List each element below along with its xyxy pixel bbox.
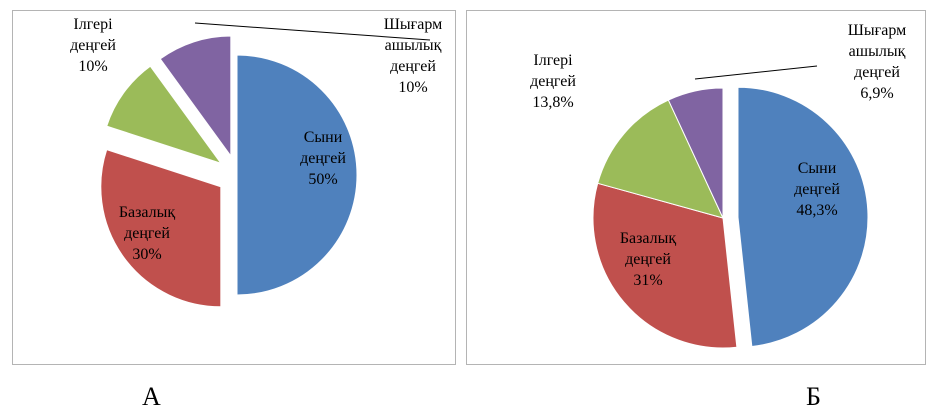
chart-b-slice-critical	[737, 86, 869, 348]
chart-a-label-basic: Базалық деңгей 30%	[119, 204, 176, 263]
chart-b-label-critical: Сыни деңгей 48,3%	[794, 160, 840, 219]
chart-b-slice-advanced	[597, 99, 724, 219]
chart-a-label-advanced: Ілгері деңгей 10%	[70, 16, 116, 75]
chart-a-label-creative: Шығарм ашылық деңгей 10%	[384, 16, 442, 96]
chart-b-slice-creative	[667, 87, 724, 219]
chart-a-slice-advanced	[106, 65, 223, 165]
chart-b-leader-line	[694, 65, 818, 80]
pie-chart-a: Сыни деңгей 50% Базалық деңгей 30% Ілгері деңге…	[70, 16, 442, 308]
chart-a-leader-line	[194, 22, 431, 41]
pie-chart-b-frame: Сыни деңгей 48,3% Базалық деңгей 31% Ілгері дең…	[466, 10, 926, 365]
pie-chart-a-frame: Сыни деңгей 50% Базалық деңгей 30% Ілгері деңге…	[12, 10, 456, 365]
chart-a-slice-basic	[100, 149, 222, 308]
chart-a-slice-critical	[236, 54, 358, 296]
chart-b-slice-basic	[592, 182, 738, 349]
pie-chart-b: Сыни деңгей 48,3% Базалық деңгей 31% Ілгері дең…	[530, 22, 906, 349]
chart-a-caption: А	[142, 382, 161, 411]
chart-b-caption: Б	[806, 382, 821, 411]
chart-b-label-advanced: Ілгері деңгей 13,8%	[530, 52, 576, 111]
chart-a-slice-creative	[159, 35, 232, 158]
chart-b-label-basic: Базалық деңгей 31%	[620, 230, 677, 289]
chart-a-label-critical: Сыни деңгей 50%	[300, 129, 346, 188]
chart-b-label-creative: Шығарм ашылық деңгей 6,9%	[848, 22, 906, 102]
